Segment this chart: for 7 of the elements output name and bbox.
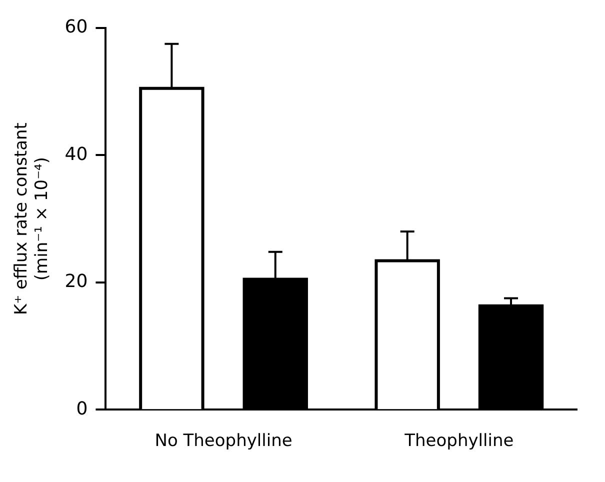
y-tick-label: 40 [64,144,88,165]
x-tick-label: Theophylline [404,431,514,452]
y-tick-label: 0 [76,398,88,420]
y-tick-label: 20 [64,271,88,292]
x-tick-label: No Theophylline [154,431,292,452]
y-tick-label: 60 [64,16,88,38]
y-axis-title: K⁺ efflux rate constant (min⁻¹ × 10⁻⁴) [12,122,52,316]
